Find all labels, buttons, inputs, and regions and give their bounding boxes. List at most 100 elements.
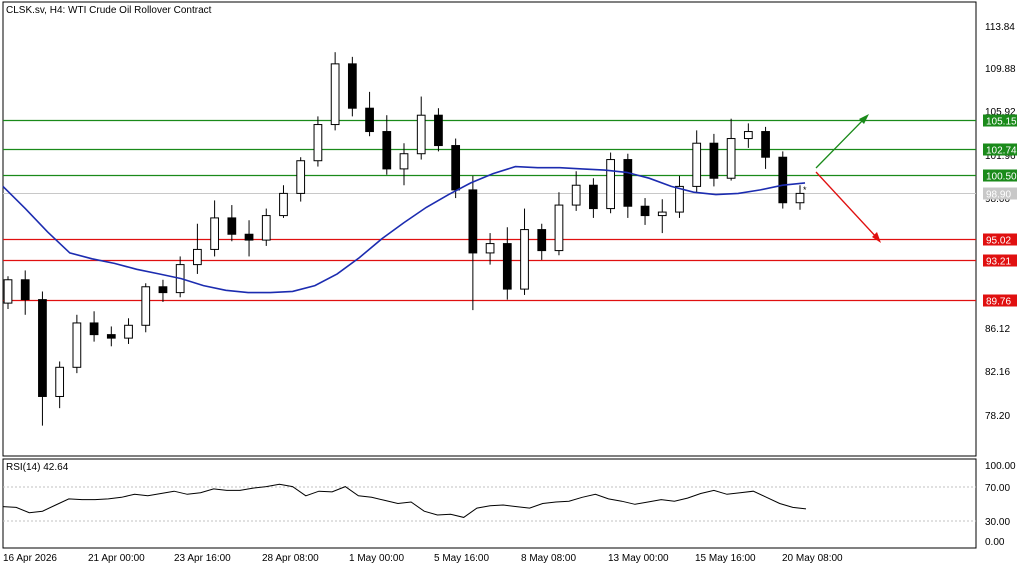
- candle: [640, 198, 650, 225]
- price-tick: 82.16: [985, 367, 1010, 378]
- chart-title: CLSK.sv, H4: WTI Crude Oil Rollover Cont…: [6, 5, 212, 16]
- candle: [571, 171, 581, 211]
- rsi-line-group: [2, 483, 807, 518]
- price-tick: 113.84: [985, 22, 1015, 33]
- candle: [502, 227, 512, 300]
- time-tick: 13 May 00:00: [608, 553, 669, 564]
- price-tick: 78.20: [985, 411, 1010, 422]
- candle: [279, 185, 288, 218]
- candle: [89, 311, 99, 342]
- candle: [330, 52, 340, 131]
- candle-body-bull: [124, 324, 133, 339]
- candle-body-bull: [313, 124, 323, 162]
- candle: [675, 175, 684, 218]
- time-tick: 1 May 00:00: [349, 553, 404, 564]
- candle-body-bear: [537, 229, 547, 252]
- candle-body-bull: [72, 322, 82, 368]
- candle: [158, 279, 168, 302]
- price-tick: 109.88: [985, 64, 1016, 75]
- rsi-axis: 100.00 70.00 30.00 0.00: [985, 461, 1016, 548]
- candle-body-bear: [227, 217, 237, 235]
- price-tick: 86.12: [985, 324, 1010, 335]
- candle-body-bull: [606, 159, 615, 210]
- price-tick: 101.96: [985, 151, 1016, 162]
- candle-body-bull: [55, 366, 65, 397]
- candle-body-bull: [743, 131, 753, 140]
- price-axis: 113.84 109.88 105.92 101.96 98.00 94.04 …: [985, 22, 1016, 422]
- candle: [623, 153, 633, 218]
- candle: [520, 208, 529, 295]
- candle: [313, 116, 323, 167]
- level-label: 102.74: [986, 146, 1017, 157]
- candle-body-bull: [296, 160, 306, 194]
- rsi-label: RSI(14) 42.64: [6, 462, 69, 473]
- level-label-box: [983, 233, 1017, 246]
- candle-body-bull: [193, 248, 202, 266]
- candle: [468, 175, 478, 311]
- candle-body-bear: [451, 145, 461, 191]
- candle: [72, 314, 82, 374]
- candle: [778, 151, 788, 209]
- candle-body-bear: [38, 299, 47, 397]
- level-label: 89.76: [986, 297, 1011, 308]
- level-label-box: [983, 294, 1017, 307]
- time-axis: 16 Apr 2026 21 Apr 00:00 23 Apr 16:00 28…: [3, 553, 843, 564]
- candle: [451, 138, 461, 199]
- level-label-box: [983, 187, 1017, 200]
- candle-body-bear: [761, 131, 770, 158]
- level-label: 105.15: [986, 117, 1017, 128]
- bull-projection-arrow[interactable]: [815, 114, 869, 169]
- candle: [434, 108, 443, 152]
- candle-body-bull: [330, 63, 340, 126]
- candle-body-bear: [778, 156, 788, 204]
- level-label-box: [983, 143, 1017, 156]
- time-tick: 28 Apr 08:00: [262, 553, 319, 564]
- candle-body-bull: [279, 192, 288, 217]
- candle-body-bull: [795, 192, 805, 204]
- candle-body-bear: [89, 322, 99, 336]
- level-label: 95.02: [986, 236, 1011, 247]
- candle-body-bull: [261, 215, 271, 241]
- candle-body-bull: [657, 211, 667, 217]
- candle-body-bear: [347, 63, 357, 109]
- rsi-line: [2, 483, 807, 518]
- time-tick: 15 May 16:00: [695, 553, 756, 564]
- time-tick: 8 May 08:00: [521, 553, 576, 564]
- candle: [141, 283, 151, 333]
- candle: [261, 208, 271, 246]
- candle: [485, 233, 495, 265]
- bear-projection-arrow[interactable]: [815, 171, 881, 243]
- candle: [210, 200, 219, 257]
- main-pane[interactable]: [2, 1, 977, 457]
- candle-body-bear: [468, 189, 478, 254]
- candle-body-bear: [106, 334, 116, 339]
- candles: [3, 52, 805, 426]
- candle-body-bull: [399, 153, 409, 170]
- candle: [347, 56, 357, 117]
- time-tick: 23 Apr 16:00: [174, 553, 231, 564]
- candle: [795, 185, 805, 210]
- level-label: 100.50: [986, 172, 1017, 183]
- candle-body-bull: [675, 185, 684, 213]
- rsi-pane[interactable]: [2, 458, 977, 549]
- level-label-box: [983, 114, 1017, 127]
- candle-body-bear: [709, 142, 719, 179]
- candle-body-bull: [416, 114, 426, 155]
- candle-body-bull: [571, 184, 581, 206]
- candle: [124, 318, 133, 344]
- rsi-tick: 0.00: [985, 537, 1005, 548]
- candle: [416, 96, 426, 160]
- candle-body-bull: [3, 279, 13, 304]
- candle: [38, 291, 47, 426]
- time-tick: 16 Apr 2026: [3, 553, 57, 564]
- bear-arrow-line: [815, 171, 879, 240]
- candle: [709, 133, 719, 187]
- candle-body-bear: [365, 107, 374, 133]
- candle-body-bear: [640, 205, 650, 217]
- time-tick: 5 May 16:00: [434, 553, 489, 564]
- candle-body-bull: [726, 138, 736, 179]
- horizontal-levels[interactable]: 105.15 102.74 100.50 98.90 95.02 93.21 89.76: [3, 114, 1017, 308]
- candle: [227, 205, 237, 242]
